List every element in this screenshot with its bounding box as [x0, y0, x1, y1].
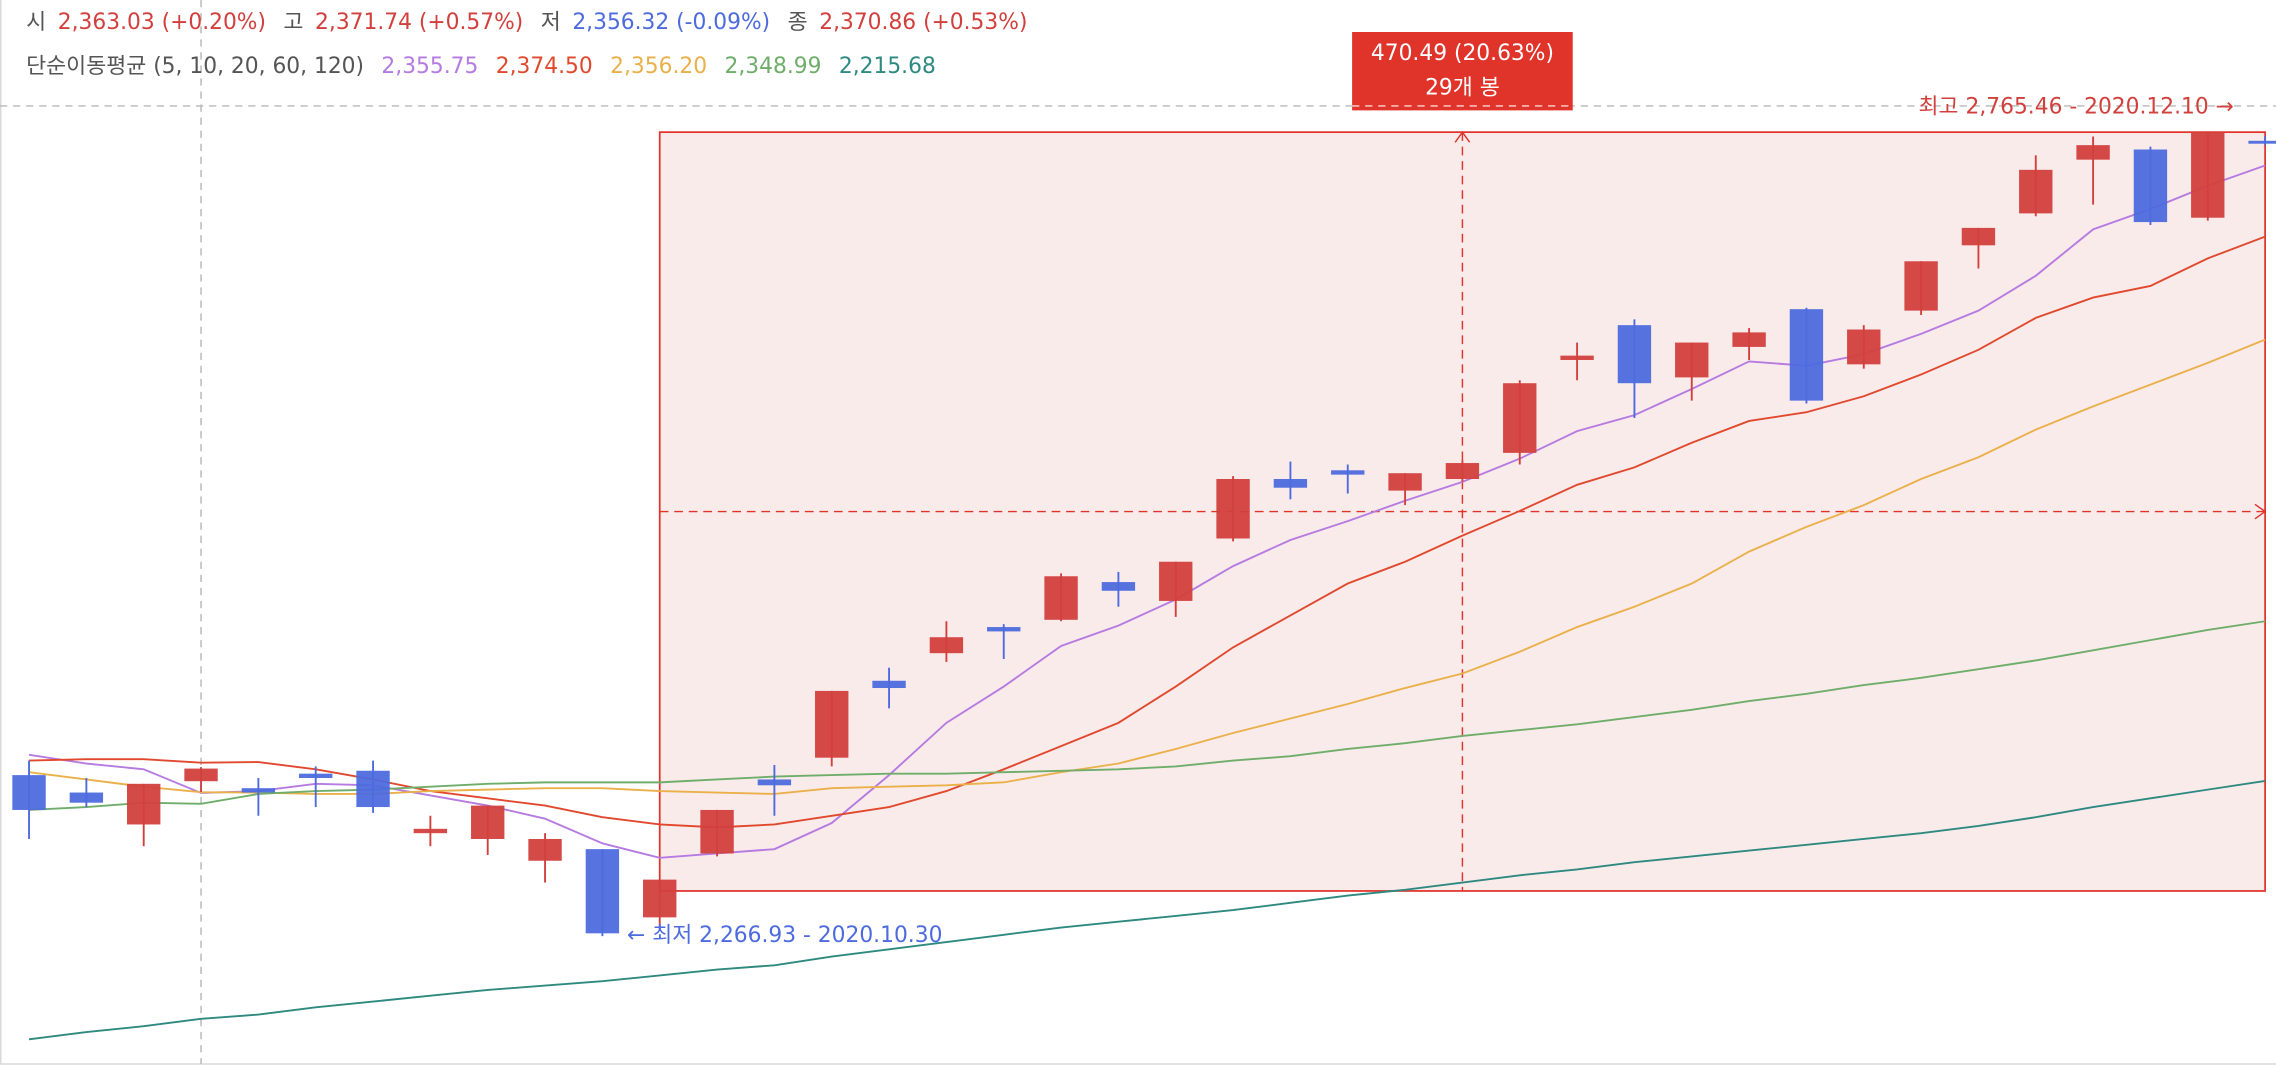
candle-body	[2133, 149, 2168, 223]
extreme-annotation: 최고 2,765.46 - 2020.12.10 →	[1919, 94, 2234, 119]
candle-body	[127, 783, 161, 825]
candle-body	[1159, 561, 1193, 601]
candle-body	[1904, 261, 1938, 311]
candle-body	[987, 627, 1021, 632]
candle-body	[1331, 470, 1365, 475]
ma-line	[28, 164, 2266, 859]
overlay-layer: 470.49 (20.63%) 29개 봉최고 2,765.46 - 2020.1…	[26, 10, 2234, 948]
ma-legend: 단순이동평균 (5, 10, 20, 60, 120) 2,355.75 2,374…	[26, 54, 936, 79]
measure-label: 470.49 (20.63%)	[1371, 41, 1554, 66]
measure-label-box	[1352, 31, 1573, 111]
candle-body	[471, 805, 505, 839]
candle-body	[1617, 325, 1652, 384]
ma-line	[29, 235, 2266, 829]
candle-body	[1789, 309, 1824, 401]
ma-line	[28, 779, 2266, 1041]
candle-body	[1732, 332, 1766, 347]
candle-body	[356, 770, 390, 808]
ma-legend-value: 2,355.75	[381, 54, 478, 79]
candle-body	[1216, 479, 1250, 539]
ohlc-legend-value: 2,371.74 (+0.57%)	[315, 10, 523, 35]
candle-layer	[12, 132, 2276, 937]
ma-legend-value: 2,215.68	[839, 54, 936, 79]
candle-body	[1044, 576, 1078, 620]
candle-body	[2019, 169, 2053, 214]
candle-body	[1273, 479, 1308, 488]
candle-body	[757, 779, 792, 786]
extreme-annotation: ← 최저 2,266.93 - 2020.10.30	[627, 923, 942, 948]
candle-body	[2191, 132, 2225, 218]
candle-body	[241, 788, 276, 793]
candle-body	[1847, 329, 1881, 365]
candle-body	[1503, 383, 1537, 453]
candle-body	[1101, 582, 1136, 591]
candle-body	[528, 838, 562, 861]
measure-arrow-right	[2254, 503, 2267, 520]
candle-body	[299, 773, 333, 779]
candle-body	[929, 637, 964, 654]
ma-layer	[28, 164, 2266, 1041]
candle-body	[1560, 355, 1594, 360]
candle-body	[184, 768, 218, 782]
ohlc-legend-label: 시	[26, 10, 46, 35]
ma-legend-value: 2,356.20	[610, 54, 707, 79]
candle-body	[872, 680, 906, 689]
candle-body	[700, 809, 734, 854]
ma-legend-value: 2,374.50	[496, 54, 593, 79]
ohlc-legend: 시 2,363.03 (+0.20%) 고 2,371.74 (+0.57%) 저 2,3…	[26, 10, 1027, 35]
ohlc-legend-value: 2,370.86 (+0.53%)	[819, 10, 1027, 35]
candle-body	[2248, 140, 2276, 144]
ma-legend-value: 2,348.99	[725, 54, 822, 79]
measure-arrow-up	[1454, 130, 1471, 143]
candle-body	[413, 828, 448, 834]
ohlc-legend-label: 저	[541, 10, 561, 35]
candle-body	[69, 792, 104, 803]
candle-body	[585, 849, 620, 934]
ohlc-legend-label: 종	[788, 10, 808, 35]
candle-body	[12, 775, 46, 810]
ohlc-legend-value: 2,356.32 (-0.09%)	[572, 10, 770, 35]
candle-body	[1445, 463, 1480, 480]
candle-body	[1675, 342, 1709, 378]
candle-body	[643, 879, 677, 918]
ma-line	[28, 338, 2266, 795]
candle-body	[1961, 227, 1996, 246]
ohlc-legend-label: 고	[283, 10, 303, 35]
candle-body	[815, 690, 849, 758]
ohlc-legend-value: 2,363.03 (+0.20%)	[58, 10, 266, 35]
candle-body	[2076, 145, 2110, 160]
ma-legend-title: 단순이동평균 (5, 10, 20, 60, 120)	[26, 54, 364, 79]
ma-line	[28, 620, 2266, 811]
measure-bars-label: 29개 봉	[1425, 76, 1500, 101]
candle-body	[1388, 473, 1422, 491]
